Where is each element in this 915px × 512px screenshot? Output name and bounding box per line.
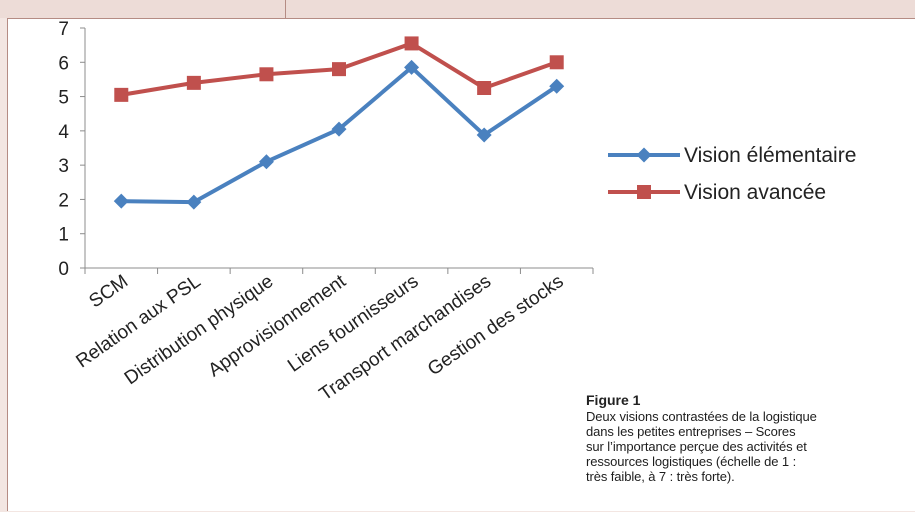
data-point [549,55,564,70]
top-divider [285,0,286,18]
legend-marker [637,185,651,199]
figure-title: Figure 1 [586,392,641,408]
data-point [477,81,492,95]
data-point [114,87,129,102]
legend-marker [636,147,652,163]
figure-caption: Figure 1 Deux visions contrastées de la … [586,391,915,484]
y-tick-label: 2 [58,190,69,211]
data-point [258,154,274,170]
top-strip [0,0,915,18]
x-tick-label: SCM [86,271,133,312]
data-point [186,194,202,210]
data-point [259,67,274,82]
y-tick-label: 7 [58,19,69,40]
legend-label: Vision élémentaire [684,144,856,167]
x-tick-label: Relation aux PSL [72,271,204,372]
y-tick-label: 1 [58,225,69,246]
y-tick-label: 5 [58,88,69,109]
data-point [476,127,492,143]
data-point [404,59,420,75]
data-point [404,36,419,51]
x-tick-label: Gestion des stocks [424,271,568,380]
y-tick-label: 6 [58,53,69,74]
legend-label: Vision avancée [684,181,826,204]
data-point [331,121,347,137]
figure-caption-text: Deux visions contrastées de la logistiqu… [586,409,817,484]
figure-panel: 0 1 2 3 4 5 6 7 SCM Relation aux PSL Distribution … [7,18,915,511]
data-point [332,62,346,77]
y-tick-label: 3 [58,156,69,177]
data-point [549,78,565,94]
data-point [186,75,201,90]
y-tick-label: 0 [58,259,69,280]
y-tick-label: 4 [58,122,69,143]
data-point [113,193,129,209]
x-tick-label: Approvisionnement [205,270,351,381]
